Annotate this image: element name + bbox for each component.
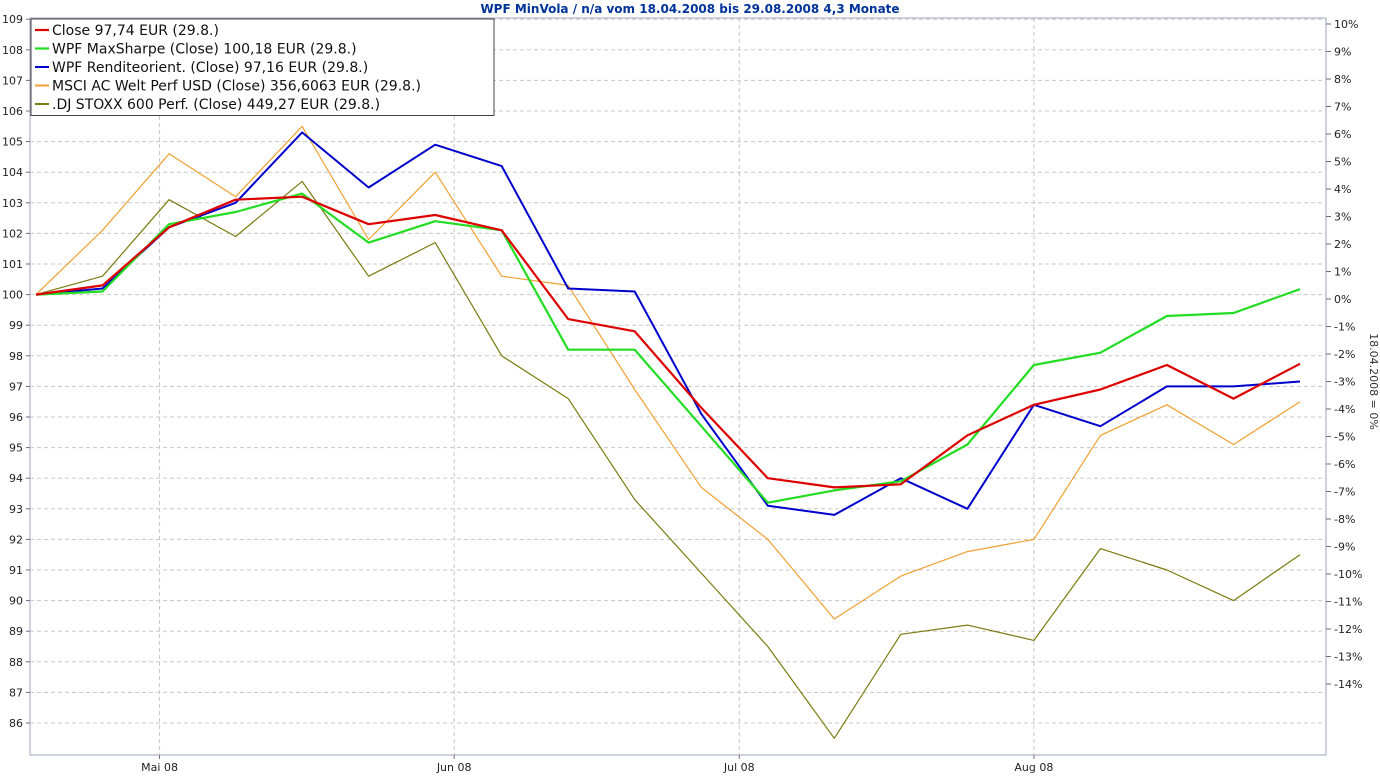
legend-label: MSCI AC Welt Perf USD (Close) 356,6063 E…: [52, 79, 421, 95]
left-tick-label: 106: [2, 105, 23, 118]
left-tick-label: 103: [2, 197, 23, 210]
plot-area: 86 87 88 89 90 91 92 93 94 95 96 97 98 99 100 101 102 103…: [2, 13, 1362, 774]
series-line-5: [35, 180, 1301, 739]
legend-label: .DJ STOXX 600 Perf. (Close) 449,27 EUR (…: [52, 97, 380, 113]
right-tick-label: -12%: [1334, 623, 1362, 636]
x-tick-label: Aug 08: [1014, 761, 1053, 774]
right-tick-label: -2%: [1334, 348, 1355, 361]
right-tick-label: -13%: [1334, 651, 1362, 664]
right-tick-label: -5%: [1334, 431, 1355, 444]
legend-label: Close 97,74 EUR (29.8.): [52, 23, 219, 39]
series-line-3: [35, 131, 1301, 516]
right-tick-label: -4%: [1334, 403, 1355, 416]
left-tick-label: 102: [2, 227, 23, 240]
left-tick-label: 96: [9, 411, 23, 424]
left-tick-label: 109: [2, 13, 23, 26]
legend-box: [30, 18, 495, 116]
chart-title: WPF MinVola / n/a vom 18.04.2008 bis 29.…: [480, 2, 899, 16]
right-tick-label: -10%: [1334, 568, 1362, 581]
legend-label: WPF MaxSharpe (Close) 100,18 EUR (29.8.): [52, 42, 357, 58]
right-tick-label: -8%: [1334, 513, 1355, 526]
left-tick-label: 100: [2, 289, 23, 302]
left-tick-label: 93: [9, 503, 23, 516]
right-tick-label: 9%: [1334, 46, 1351, 59]
right-axis-label: 18.04.2008 = 0%: [1367, 333, 1380, 430]
right-tick-label: -6%: [1334, 458, 1355, 471]
right-tick-label: 6%: [1334, 128, 1351, 141]
right-tick-label: -3%: [1334, 376, 1355, 389]
right-tick-label: 2%: [1334, 238, 1351, 251]
left-tick-label: 86: [9, 717, 23, 730]
left-tick-label: 101: [2, 258, 23, 271]
left-tick-label: 108: [2, 44, 23, 57]
left-tick-label: 104: [2, 166, 23, 179]
right-tick-label: 1%: [1334, 266, 1351, 279]
x-tick-label: Mai 08: [141, 761, 178, 774]
left-tick-label: 94: [9, 472, 23, 485]
left-tick-label: 107: [2, 74, 23, 87]
right-tick-label: -14%: [1334, 678, 1362, 691]
left-tick-label: 91: [9, 564, 23, 577]
x-tick-label: Jun 08: [436, 761, 472, 774]
right-tick-label: -7%: [1334, 486, 1355, 499]
left-tick-label: 88: [9, 656, 23, 669]
series-line-1: [35, 195, 1301, 489]
right-tick-label: -11%: [1334, 596, 1362, 609]
right-tick-label: 7%: [1334, 101, 1351, 114]
left-tick-label: 95: [9, 442, 23, 455]
left-tick-label: 90: [9, 595, 23, 608]
left-tick-label: 105: [2, 136, 23, 149]
left-tick-label: 99: [9, 319, 23, 332]
right-tick-label: 0%: [1334, 293, 1351, 306]
left-tick-label: 87: [9, 686, 23, 699]
right-tick-label: 5%: [1334, 156, 1351, 169]
left-tick-label: 97: [9, 380, 23, 393]
right-tick-label: 3%: [1334, 211, 1351, 224]
right-tick-label: -1%: [1334, 321, 1355, 334]
right-tick-label: 8%: [1334, 73, 1351, 86]
right-tick-label: 4%: [1334, 183, 1351, 196]
left-tick-label: 92: [9, 533, 23, 546]
series-line-4: [35, 125, 1301, 620]
left-tick-label: 89: [9, 625, 23, 638]
left-tick-label: 98: [9, 350, 23, 363]
right-tick-label: 10%: [1334, 18, 1358, 31]
right-tick-label: -9%: [1334, 541, 1355, 554]
legend-label: WPF Renditeorient. (Close) 97,16 EUR (29…: [52, 60, 368, 76]
x-tick-label: Jul 08: [723, 761, 755, 774]
series-line-2: [35, 192, 1301, 504]
